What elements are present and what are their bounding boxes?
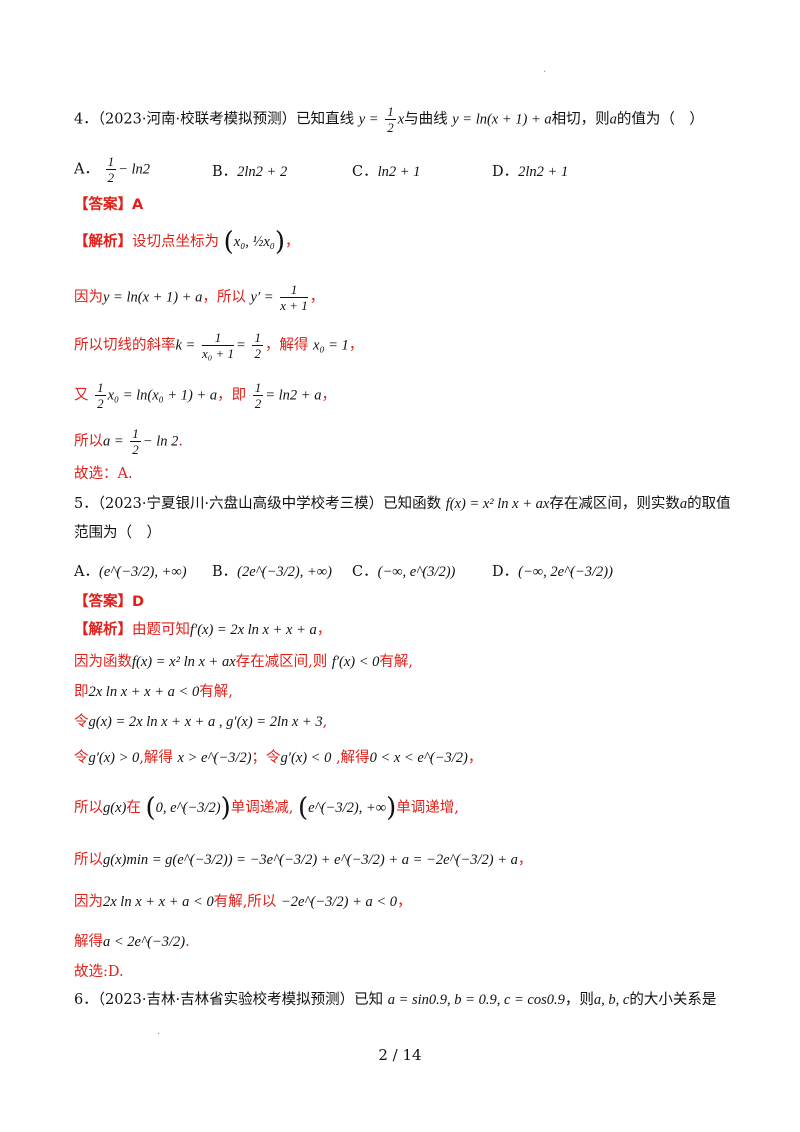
q5-analysis-line-7: 所以g(x)min = g(e^(−3/2)) = −3e^(−3/2) + e… <box>74 852 533 868</box>
q6-stem: 6．（2023·吉林·吉林省实验校考模拟预测）已知 a = sin0.9, b … <box>74 992 717 1008</box>
q5-option-a: A．(e^(−3/2), +∞) <box>74 564 187 580</box>
q4-option-d: D．2ln2 + 1 <box>492 164 569 180</box>
q5-analysis-line-1: 【解析】由题可知f′(x) = 2x ln x + x + a， <box>74 622 332 638</box>
q5-analysis-line-3: 即2x ln x + x + a < 0有解, <box>74 684 233 700</box>
q4-analysis-line-5: 所以a = 1 2− ln 2. <box>74 426 183 457</box>
q4-analysis-line-3: 所以切线的斜率k = 1 x₀ + 1 = 1 2 ，解得 x₀ = 1， <box>74 330 364 361</box>
q5-stem-line-2: 范围为（ ） <box>74 525 161 541</box>
q4-option-c: C．ln2 + 1 <box>352 164 421 180</box>
q5-analysis-line-8: 因为2x ln x + x + a < 0有解,所以 −2e^(−3/2) + … <box>74 894 412 910</box>
q4-option-b: B．2ln2 + 2 <box>212 164 288 180</box>
stray-dot: . <box>543 64 547 75</box>
q5-analysis-line-2: 因为函数f(x) = x² ln x + ax存在减区间,则 f′(x) < 0… <box>74 654 414 670</box>
q5-analysis-line-9: 解得a < 2e^(−3/2). <box>74 934 190 950</box>
q4-analysis-line-1: 【解析】设切点坐标为 (x₀, ½x₀)， <box>74 227 300 257</box>
q5-analysis-line-4: 令g(x) = 2x ln x + x + a , g′(x) = 2ln x … <box>74 714 328 730</box>
q5-option-b: B．(2e^(−3/2), +∞) <box>212 564 332 580</box>
stray-dot-bottom: . <box>157 1026 161 1037</box>
q4-stem: 4．（2023·河南·校联考模拟预测）已知直线 y = 1 2 x与曲线 y = l… <box>74 104 704 135</box>
q5-option-c: C．(−∞, e^(3/2)) <box>352 564 456 580</box>
q5-analysis-line-5: 令g′(x) > 0,解得 x > e^(−3/2)；令g′(x) < 0 ,解… <box>74 750 483 766</box>
q5-stem-line-1: 5．（2023·宁夏银川·六盘山高级中学校考三模）已知函数 f(x) = x² … <box>74 496 731 512</box>
q4-analysis-line-4: 又 1 2 x₀ = ln(x₀ + 1) + a，即 1 2 = ln2 + a， <box>74 380 336 411</box>
q5-answer: 【答案】D <box>74 594 145 610</box>
page-number: 2 / 14 <box>378 1046 422 1064</box>
q4-answer: 【答案】A <box>74 197 144 213</box>
q5-analysis-line-6: 所以g(x)在 (0, e^(−3/2))单调递减, (e^(−3/2), +∞… <box>74 793 459 823</box>
q5-choose: 故选:D. <box>74 964 124 980</box>
q4-option-a: A． 1 2− ln2 <box>74 154 151 185</box>
q4-choose: 故选：A. <box>74 466 133 482</box>
q5-option-d: D．(−∞, 2e^(−3/2)) <box>492 564 613 580</box>
